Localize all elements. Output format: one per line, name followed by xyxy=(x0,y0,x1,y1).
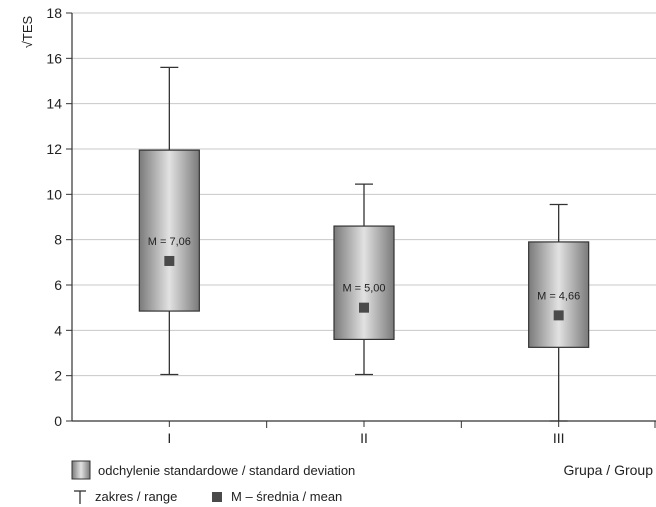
mean-label: M = 4,66 xyxy=(537,290,580,302)
y-tick-label: 18 xyxy=(46,5,62,21)
mean-marker xyxy=(553,310,564,321)
y-tick-label: 10 xyxy=(46,186,62,202)
y-tick-label: 8 xyxy=(54,232,62,248)
y-tick-label: 0 xyxy=(54,413,62,429)
mean-label: M = 7,06 xyxy=(148,236,191,248)
y-tick-label: 4 xyxy=(54,322,62,338)
y-axis-label: √TES xyxy=(20,15,35,48)
boxes: M = 7,06 M = 5,00 M = 4,66 xyxy=(138,66,590,422)
mean-label: M = 5,00 xyxy=(342,283,385,295)
y-tick-label: 6 xyxy=(54,277,62,293)
legend-sd-swatch xyxy=(71,460,91,480)
y-tick-label: 16 xyxy=(46,50,62,66)
y-tick-label: 14 xyxy=(46,96,62,112)
y-tick-labels: 0 2 4 6 8 10 12 14 16 18 xyxy=(46,5,62,429)
legend-mean-label: M – średnia / mean xyxy=(231,489,342,504)
y-tick-label: 12 xyxy=(46,141,62,157)
sd-box xyxy=(528,241,590,348)
x-axis-label: Grupa / Group xyxy=(564,462,654,478)
sd-box xyxy=(333,225,395,341)
x-tick-label: III xyxy=(553,430,565,446)
mean-marker xyxy=(359,302,369,313)
legend-range-symbol xyxy=(74,490,86,504)
x-tick-labels: I II III xyxy=(167,430,564,446)
sd-box xyxy=(138,149,200,312)
legend: odchylenie standardowe / standard deviat… xyxy=(71,460,355,504)
legend-sd-label: odchylenie standardowe / standard deviat… xyxy=(98,463,355,478)
x-tick-label: I xyxy=(167,430,171,446)
legend-mean-marker xyxy=(212,492,222,502)
x-tick-label: II xyxy=(360,430,368,446)
mean-marker xyxy=(164,255,175,266)
y-tick-label: 2 xyxy=(54,368,62,384)
legend-range-label: zakres / range xyxy=(95,489,177,504)
